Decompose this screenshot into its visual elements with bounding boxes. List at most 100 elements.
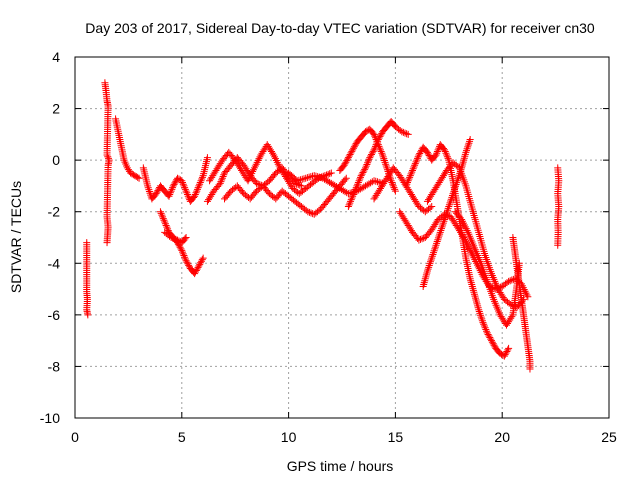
data-point-plus: [226, 189, 234, 197]
data-point-plus: [505, 277, 513, 285]
data-point-plus: [460, 156, 468, 164]
data-point-plus: [409, 165, 417, 173]
data-point-plus: [193, 187, 201, 195]
data-point-plus: [145, 186, 153, 194]
data-point-plus: [417, 148, 425, 156]
data-point-plus: [348, 147, 356, 155]
data-point-plus: [169, 184, 177, 192]
data-point-plus: [477, 311, 485, 319]
data-point-plus: [198, 175, 206, 183]
data-point-plus: [344, 203, 352, 211]
series-sat-R: [509, 234, 534, 373]
data-point-plus: [184, 260, 192, 268]
data-point-plus: [380, 155, 388, 163]
data-point-plus: [373, 139, 381, 147]
data-point-plus: [426, 204, 434, 212]
data-point-plus: [160, 216, 168, 224]
data-point-plus: [360, 167, 368, 175]
data-point-plus: [161, 220, 169, 228]
data-point-plus: [486, 334, 494, 342]
data-point-plus: [438, 223, 446, 231]
x-tick-label: 20: [494, 429, 510, 445]
data-point-plus: [179, 248, 187, 256]
data-point-plus: [439, 221, 447, 229]
series-sat-I: [285, 169, 387, 198]
data-point-plus: [434, 234, 442, 242]
data-point-plus: [445, 203, 453, 211]
data-point-plus: [153, 188, 161, 196]
data-point-plus: [145, 187, 153, 195]
data-point-plus: [467, 277, 475, 285]
data-point-plus: [432, 151, 440, 159]
data-point-plus: [441, 146, 449, 154]
data-point-plus: [480, 320, 488, 328]
data-point-plus: [369, 129, 377, 137]
data-point-plus: [430, 247, 438, 255]
data-point-plus: [434, 146, 442, 154]
data-point-plus: [302, 174, 310, 182]
data-point-plus: [185, 261, 193, 269]
data-point-plus: [269, 149, 277, 157]
data-point-plus: [475, 306, 483, 314]
data-point-plus: [159, 213, 167, 221]
y-tick-label: -2: [48, 204, 61, 220]
data-point-plus: [376, 146, 384, 154]
data-point-plus: [367, 150, 375, 158]
data-point-plus: [375, 134, 383, 142]
data-point-plus: [404, 130, 412, 138]
data-point-plus: [503, 347, 511, 355]
plot-frame: [74, 56, 610, 419]
data-point-plus: [437, 227, 445, 235]
data-point-plus: [465, 139, 473, 147]
series-sat-G: [206, 141, 335, 198]
data-point-plus: [166, 191, 174, 199]
data-point-plus: [469, 284, 477, 292]
data-point-plus: [416, 149, 424, 157]
data-point-plus: [163, 223, 171, 231]
data-point-plus: [376, 132, 384, 140]
data-point-plus: [361, 164, 369, 172]
data-point-plus: [167, 187, 175, 195]
data-point-plus: [470, 290, 478, 298]
data-point-plus: [349, 191, 357, 199]
data-point-plus: [404, 177, 412, 185]
data-point-plus: [445, 201, 453, 209]
data-point-plus: [374, 137, 382, 145]
data-point-plus: [425, 263, 433, 271]
data-point-plus: [174, 174, 182, 182]
data-point-plus: [293, 180, 301, 188]
data-point-plus: [426, 258, 434, 266]
data-point-plus: [183, 258, 191, 266]
data-point-plus: [401, 129, 409, 137]
data-point-plus: [251, 189, 259, 197]
data-point-plus: [326, 170, 334, 178]
data-point-plus: [341, 160, 349, 168]
data-point-plus: [431, 245, 439, 253]
data-point-plus: [165, 192, 173, 200]
data-point-plus: [369, 147, 377, 155]
data-point-plus: [406, 172, 414, 180]
data-point-plus: [152, 190, 160, 198]
data-point-plus: [135, 174, 143, 182]
data-point-plus: [340, 161, 348, 169]
data-point-plus: [327, 169, 335, 177]
data-point-plus: [193, 265, 201, 273]
data-point-plus: [431, 152, 439, 160]
data-point-plus: [372, 141, 380, 149]
data-point-plus: [466, 137, 474, 145]
data-point-plus: [370, 177, 378, 185]
data-point-plus: [407, 170, 415, 178]
data-point-plus: [363, 160, 371, 168]
data-point-plus: [348, 194, 356, 202]
data-point-plus: [194, 263, 202, 271]
data-point-plus: [315, 206, 323, 214]
series-early-isolated: [83, 239, 92, 319]
data-point-plus: [84, 311, 92, 319]
data-point-plus: [175, 175, 183, 183]
data-point-plus: [418, 235, 426, 243]
y-tick-label: 4: [52, 49, 60, 65]
data-point-plus: [179, 250, 187, 258]
data-point-plus: [238, 188, 246, 196]
series-sat-C: [139, 154, 211, 205]
data-point-plus: [404, 178, 412, 186]
